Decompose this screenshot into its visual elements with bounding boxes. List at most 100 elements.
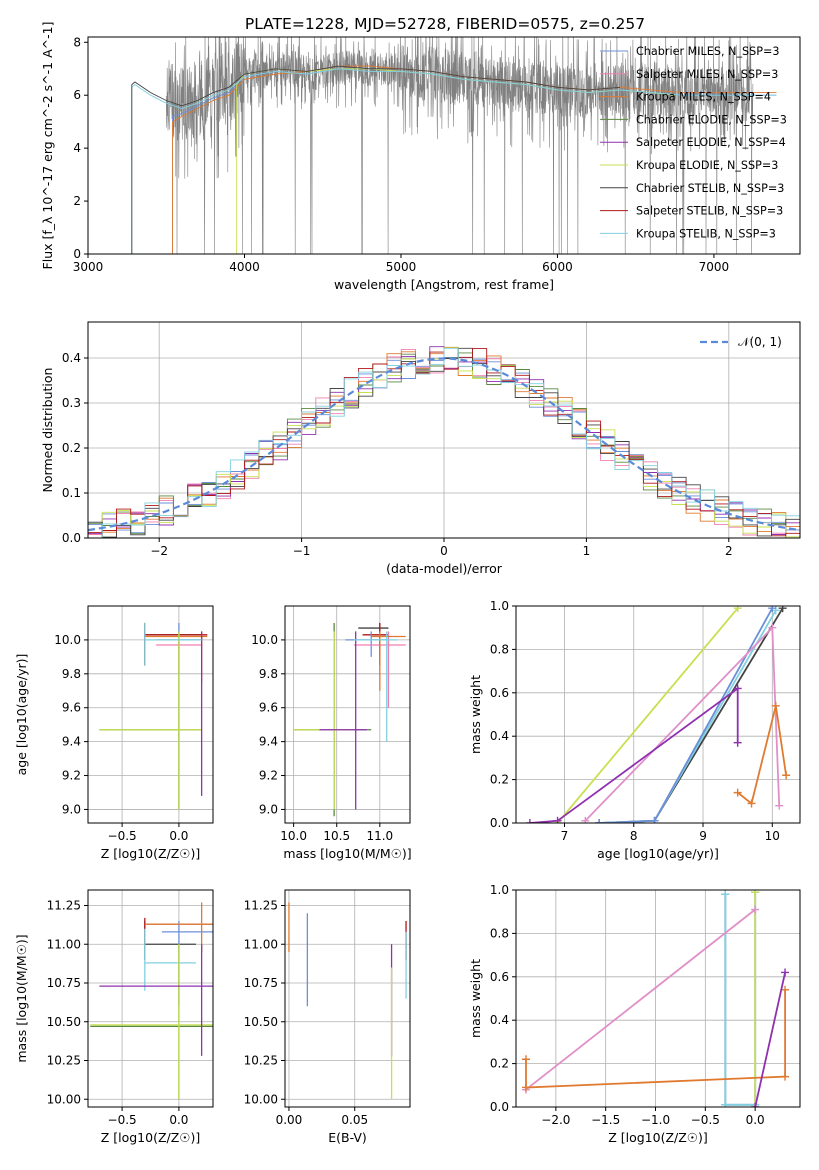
- weight-line: [529, 686, 739, 823]
- weight-marker: [747, 799, 756, 808]
- legend-label: Chabrier MILES, N_SSP=3: [636, 45, 779, 58]
- weight-marker: [781, 968, 790, 977]
- legend-label: Salpeter MILES, N_SSP=3: [636, 68, 778, 81]
- y-tick-label: 9.2: [62, 769, 81, 783]
- x-tick-label: 0.0: [169, 1113, 188, 1127]
- weight-marker: [733, 684, 742, 693]
- x-tick-label: −1.0: [641, 1113, 670, 1127]
- legend-label: Kroupa ELODIE, N_SSP=3: [636, 159, 778, 172]
- y-axis-label: age [log10(age/yr)]: [14, 654, 29, 776]
- x-tick-label: 1: [583, 544, 591, 558]
- chart-age-vs-Z: −0.5 0.0 9.0 9.2 9.4 9.6 9.8 10.0 Z [log10(Z/Z☉)…: [14, 605, 214, 861]
- y-tick-label: 4: [73, 141, 81, 155]
- weight-marker: [751, 890, 760, 897]
- y-tick-label: 9.0: [259, 802, 278, 816]
- y-tick-label: 10.50: [47, 1015, 81, 1029]
- y-tick-label: 9.2: [259, 769, 278, 783]
- y-tick-label: 1.0: [490, 883, 509, 897]
- residual-histogram: [88, 347, 800, 538]
- y-tick-label: 0.4: [62, 351, 81, 365]
- y-tick-label: 0.0: [490, 1100, 509, 1114]
- weight-marker: [768, 606, 777, 613]
- chart-mass-vs-ebv: 0.00 0.05 10.00 10.25 10.50 10.75 11.00 11.25 E(…: [244, 889, 411, 1145]
- legend-label: Kroupa MILES, N_SSP=4: [636, 91, 771, 104]
- y-tick-label: 9.6: [62, 701, 81, 715]
- model-spectrum: [88, 68, 777, 254]
- x-axis-label: Z [log10(Z/Z☉)]: [101, 1130, 201, 1145]
- model-spectrum: [88, 65, 621, 254]
- y-tick-label: 10.25: [244, 1054, 278, 1068]
- weight-marker: [768, 623, 777, 632]
- weight-line: [599, 607, 774, 823]
- x-tick-label: 3000: [73, 260, 104, 274]
- weight-marker: [733, 606, 742, 613]
- x-tick-label: 0.0: [169, 829, 188, 843]
- chart-mass-vs-Z: −0.5 0.0 10.00 10.25 10.50 10.75 11.00 11.25 Z […: [14, 889, 214, 1145]
- weight-marker: [521, 1055, 530, 1064]
- y-tick-label: 0.4: [490, 729, 509, 743]
- gaussian-curve: [88, 357, 800, 532]
- y-tick-label: 9.8: [259, 667, 278, 681]
- weight-marker: [782, 771, 791, 780]
- legend-label: Chabrier ELODIE, N_SSP=3: [636, 113, 787, 126]
- y-tick-label: 10.75: [47, 976, 81, 990]
- y-tick-label: 0.8: [490, 926, 509, 940]
- axes-frame: [87, 605, 214, 824]
- plot-area: [288, 902, 407, 1100]
- weight-marker: [751, 905, 760, 914]
- weight-marker: [650, 816, 659, 823]
- y-tick-label: 10.0: [54, 633, 81, 647]
- legend-label: Kroupa STELIB, N_SSP=3: [636, 227, 776, 240]
- chart-mass-weight-vs-Z: −2.0 −1.5 −1.0 −0.5 0.0 0.0 0.2 0.4 0.6 0.8 1.0 Z […: [468, 883, 801, 1145]
- plot-area: [88, 346, 800, 538]
- y-tick-label: 11.00: [47, 937, 81, 951]
- y-tick-label: 11.25: [244, 899, 278, 913]
- legend-label: Salpeter ELODIE, N_SSP=4: [636, 136, 786, 149]
- y-tick-label: 9.0: [62, 802, 81, 816]
- axes-frame: [284, 889, 411, 1108]
- y-tick-label: 0.2: [62, 441, 81, 455]
- weight-marker: [553, 816, 562, 823]
- y-tick-label: 0.3: [62, 396, 81, 410]
- x-tick-label: 0.05: [341, 1113, 368, 1127]
- x-axis-label: wavelength [Angstrom, rest frame]: [334, 277, 554, 292]
- weight-line: [525, 908, 756, 1091]
- weight-marker: [771, 701, 780, 710]
- y-tick-label: 1.0: [490, 599, 509, 613]
- weight-marker: [525, 819, 534, 823]
- charts-layer: 3000 4000 5000 6000 7000 0 2 4 6 8 wavelength [Ang…: [14, 22, 801, 1145]
- y-tick-label: 10.75: [244, 976, 278, 990]
- y-tick-label: 0.2: [490, 773, 509, 787]
- x-tick-label: 0.00: [276, 1113, 303, 1127]
- x-tick-label: 10.0: [280, 829, 307, 843]
- y-axis-label: Normed distribution: [40, 368, 55, 493]
- y-tick-label: 0.8: [490, 642, 509, 656]
- y-axis-label: mass weight: [468, 675, 483, 754]
- y-axis-label: Flux [f_λ 10^-17 erg cm^-2 s^-1 A^-1]: [40, 22, 55, 270]
- chart-spectrum: 3000 4000 5000 6000 7000 0 2 4 6 8 wavelength [Ang…: [40, 22, 801, 292]
- weight-marker: [751, 1103, 760, 1107]
- y-tick-label: 0.6: [490, 686, 509, 700]
- x-tick-label: 0.0: [746, 1113, 765, 1127]
- observed-spectrum: [165, 37, 754, 254]
- x-tick-label: 7: [561, 829, 569, 843]
- x-tick-label: −2.0: [541, 1113, 570, 1127]
- y-tick-label: 9.4: [62, 735, 81, 749]
- weight-line: [525, 989, 786, 1089]
- x-axis-label: Z [log10(Z/Z☉)]: [101, 846, 201, 861]
- y-tick-label: 0.0: [62, 531, 81, 545]
- weight-marker: [521, 1083, 530, 1092]
- residual-histogram: [88, 347, 800, 538]
- x-tick-label: 10.5: [323, 829, 350, 843]
- x-tick-label: −0.5: [108, 1113, 137, 1127]
- figure-title: PLATE=1228, MJD=52728, FIBERID=0575, z=0…: [245, 15, 645, 33]
- weight-marker: [778, 606, 787, 613]
- x-tick-label: 11.0: [366, 829, 393, 843]
- plot-area: [88, 37, 777, 254]
- x-axis-label: Z [log10(Z/Z☉)]: [608, 1130, 708, 1145]
- axes-frame: [284, 605, 411, 824]
- axes-frame: [87, 36, 801, 255]
- y-tick-label: 9.6: [259, 701, 278, 715]
- plot-area: [521, 890, 790, 1107]
- weight-line: [754, 972, 786, 1107]
